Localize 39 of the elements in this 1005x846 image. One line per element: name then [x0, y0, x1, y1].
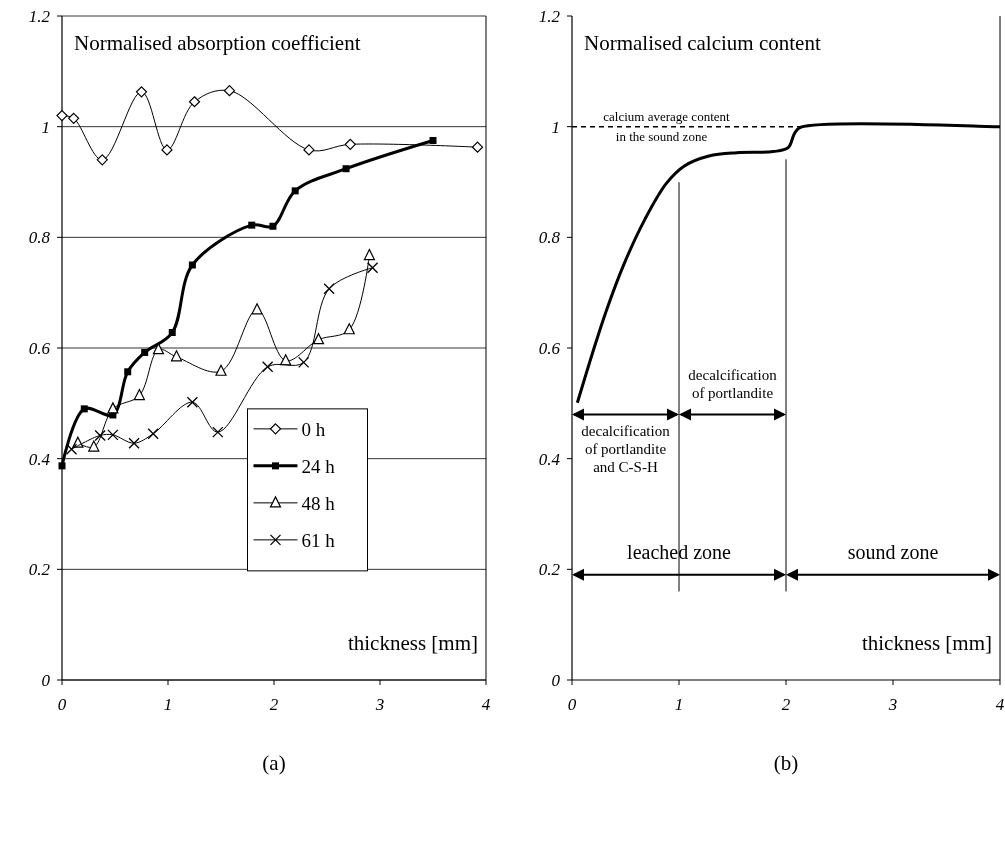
x-tick-label: 2 [781, 695, 791, 714]
y-tick-label: 0 [551, 670, 561, 690]
x-tick-label: 3 [887, 695, 898, 714]
text: (b) [773, 751, 799, 775]
x-tick-label: 1 [163, 695, 173, 714]
y-tick-label: 0.8 [28, 228, 51, 248]
y-tick-label: 0.4 [28, 449, 51, 469]
legend-label: 24 h [301, 455, 336, 477]
x-tick-label: 4 [481, 695, 491, 714]
y-tick-label: 1.2 [538, 6, 561, 26]
y-tick-label: 0.4 [538, 449, 561, 469]
x-tick-label: 0 [567, 695, 577, 714]
text: (a) [262, 751, 286, 775]
x-axis-title: thickness [mm] [347, 631, 478, 655]
x-tick-label: 1 [674, 695, 684, 714]
x-tick-label: 3 [374, 695, 385, 714]
x-tick-label: 0 [57, 695, 67, 714]
x-axis-title: thickness [mm] [861, 631, 992, 655]
y-tick-label: 0.2 [538, 560, 561, 580]
annotation: decalcification of portlandite and C-S-H [581, 423, 671, 476]
legend-label: 48 h [301, 492, 336, 514]
legend-label: 61 h [301, 529, 336, 551]
x-tick-label: 2 [269, 695, 279, 714]
y-axis-title: Normalised absorption coefficient [74, 31, 361, 55]
x-tick-label: 4 [995, 695, 1005, 714]
ref-line-label: calcium average content in the sound zone [603, 108, 731, 145]
y-tick-label: 0.8 [538, 228, 561, 248]
annotation: sound zone [847, 540, 939, 563]
y-tick-label: 0 [41, 670, 51, 690]
legend-label: 0 h [301, 418, 326, 440]
y-axis-title: Normalised calcium content [584, 31, 821, 55]
y-tick-label: 1 [41, 117, 50, 137]
y-tick-label: 0.6 [28, 338, 51, 358]
y-tick-label: 1.2 [28, 6, 51, 26]
annotation: decalcification of portlandite [688, 367, 778, 402]
annotation: leached zone [627, 540, 732, 563]
y-tick-label: 1 [551, 117, 560, 137]
y-tick-label: 0.6 [538, 338, 561, 358]
y-tick-label: 0.2 [28, 560, 51, 580]
